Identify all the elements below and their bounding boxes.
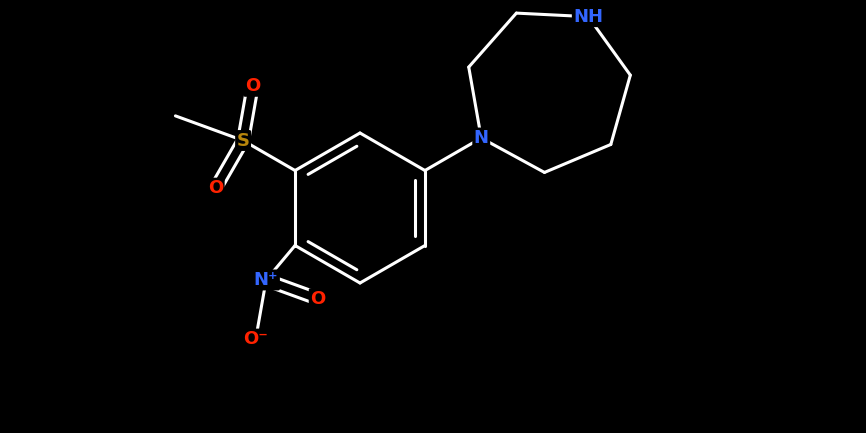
Text: O: O xyxy=(208,179,223,197)
Text: S: S xyxy=(236,132,249,149)
Text: O: O xyxy=(245,78,261,95)
Text: N⁺: N⁺ xyxy=(254,271,279,289)
Text: O: O xyxy=(310,290,326,308)
Text: N: N xyxy=(474,129,488,147)
Text: O⁻: O⁻ xyxy=(243,330,268,348)
Text: NH: NH xyxy=(573,8,604,26)
